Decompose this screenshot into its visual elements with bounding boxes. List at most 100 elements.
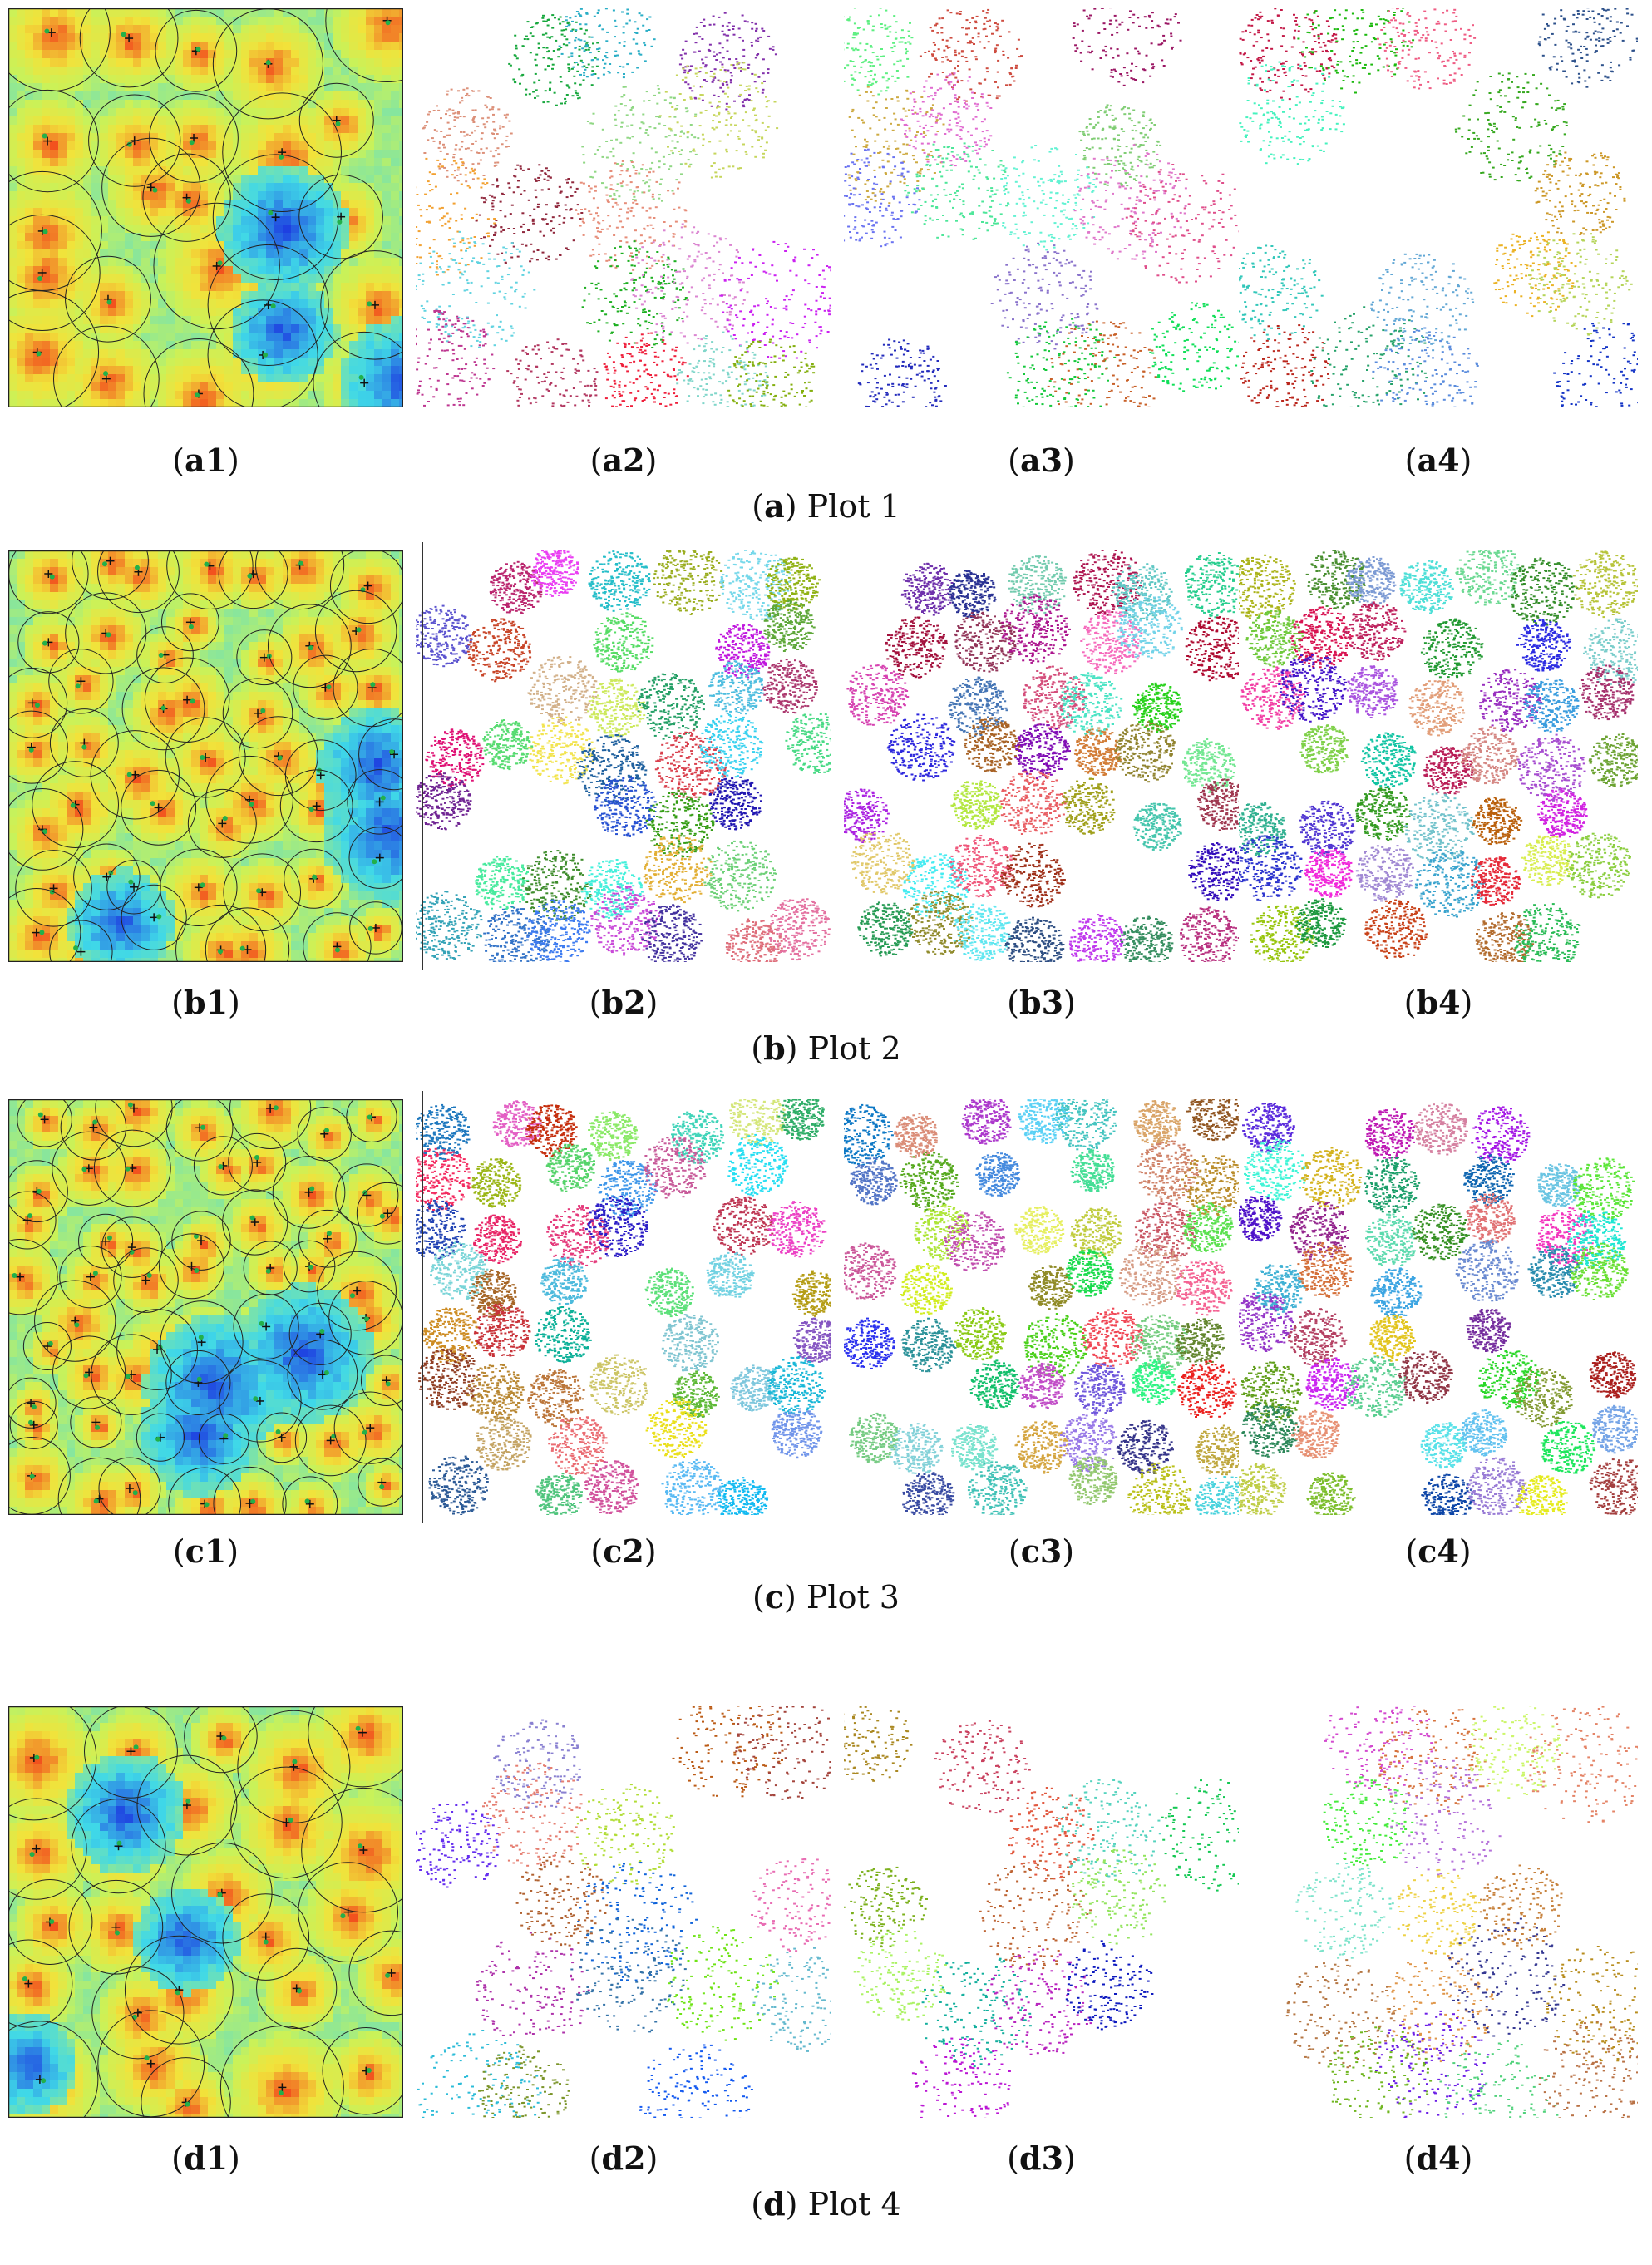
tree-segment bbox=[719, 241, 831, 359]
tree-segment bbox=[1073, 8, 1182, 86]
panel-number: 2 bbox=[623, 442, 644, 479]
tree-segment bbox=[1186, 1099, 1239, 1141]
tree-segment bbox=[964, 718, 1021, 773]
tree-segment bbox=[482, 719, 533, 770]
tree-segment bbox=[1182, 738, 1236, 793]
tree-segment bbox=[482, 1763, 583, 1867]
panel-letter: a bbox=[602, 442, 623, 479]
panel-number: 4 bbox=[1437, 442, 1459, 479]
tree-segment bbox=[1000, 771, 1068, 835]
tree-segment bbox=[1567, 1211, 1626, 1269]
panel-letter: d bbox=[1416, 2139, 1438, 2177]
tree-segment bbox=[416, 605, 473, 668]
tree-segment bbox=[950, 781, 1003, 830]
tree-segment bbox=[644, 835, 713, 903]
plot-letter: d bbox=[763, 2185, 786, 2223]
tree-segment bbox=[707, 1252, 755, 1298]
panel-caption: (b1) bbox=[156, 987, 256, 1019]
divider bbox=[422, 542, 423, 970]
tree-segment bbox=[844, 1242, 896, 1300]
heatmap-image bbox=[8, 8, 403, 407]
tree-segment bbox=[1414, 1103, 1468, 1156]
tree-segment bbox=[588, 1111, 639, 1161]
tree-segment bbox=[793, 1318, 831, 1363]
tree-segment bbox=[581, 85, 699, 202]
tree-segment bbox=[1589, 733, 1638, 787]
tree-segment bbox=[1082, 1308, 1143, 1367]
tree-segment bbox=[922, 1958, 1032, 2067]
panel-caption: (c1) bbox=[156, 1536, 256, 1567]
tree-segment bbox=[912, 2038, 1011, 2118]
tree-segment bbox=[589, 1355, 648, 1416]
tree-segment bbox=[727, 339, 815, 407]
tree-segment bbox=[1355, 787, 1412, 841]
tree-segment bbox=[1023, 666, 1087, 730]
panel-letter: c bbox=[1418, 1532, 1437, 1570]
tree-segment bbox=[1120, 916, 1174, 962]
tree-segment bbox=[1590, 1458, 1639, 1515]
tree-segment bbox=[900, 1263, 953, 1315]
panel-letter: c bbox=[603, 1532, 622, 1570]
panel-number: 1 bbox=[206, 2139, 228, 2177]
panel-caption: (b4) bbox=[1388, 987, 1488, 1019]
plot-letter: a bbox=[764, 487, 785, 525]
tree-segment bbox=[851, 832, 916, 894]
tree-segment bbox=[467, 619, 531, 683]
point-cloud-image bbox=[844, 550, 1239, 962]
tree-segment bbox=[726, 919, 783, 963]
tree-segment bbox=[1074, 1364, 1126, 1414]
tree-segment bbox=[699, 714, 763, 777]
tree-segment bbox=[476, 1415, 532, 1471]
panel-letter: d bbox=[601, 2139, 624, 2177]
tree-segment bbox=[1377, 8, 1476, 90]
tree-segment bbox=[1299, 801, 1356, 857]
tree-segment bbox=[416, 231, 535, 348]
tree-segment bbox=[901, 563, 956, 616]
tree-segment bbox=[1372, 328, 1478, 408]
panel-number: 1 bbox=[205, 1532, 226, 1570]
tree-segment bbox=[1516, 619, 1571, 672]
tree-segment bbox=[764, 600, 816, 653]
tree-segment bbox=[849, 1413, 899, 1463]
tree-segment bbox=[1456, 1240, 1520, 1302]
tree-segment bbox=[854, 1927, 947, 2021]
tree-segment bbox=[1070, 1207, 1122, 1260]
tree-segment bbox=[1242, 1103, 1295, 1152]
tree-segment bbox=[792, 1271, 831, 1317]
tree-segment bbox=[535, 1306, 592, 1363]
tree-segment bbox=[655, 729, 727, 801]
tree-segment bbox=[476, 1932, 590, 2036]
plot-caption: (a) Plot 1 bbox=[0, 491, 1652, 522]
tree-segment bbox=[969, 1359, 1020, 1409]
tree-segment bbox=[1514, 1368, 1573, 1428]
tree-segment bbox=[1398, 1869, 1481, 1955]
tree-segment bbox=[1188, 842, 1239, 901]
tree-segment bbox=[1467, 1458, 1527, 1515]
plot-caption: (c) Plot 3 bbox=[0, 1582, 1652, 1613]
tree-segment bbox=[1510, 558, 1578, 626]
tree-segment bbox=[1476, 912, 1534, 962]
tree-segment bbox=[1537, 1163, 1580, 1207]
tree-segment bbox=[1062, 778, 1116, 835]
point-cloud-image bbox=[844, 1706, 1239, 2118]
tree-segment bbox=[526, 900, 590, 962]
tree-segment bbox=[1301, 1147, 1363, 1210]
tree-segment bbox=[1323, 1776, 1413, 1866]
tree-segment bbox=[785, 713, 831, 774]
tree-segment bbox=[672, 1370, 720, 1418]
tree-segment bbox=[1516, 1475, 1568, 1515]
tree-segment bbox=[1008, 1787, 1095, 1879]
tree-segment bbox=[1365, 1108, 1415, 1160]
tree-segment bbox=[1239, 1463, 1286, 1516]
panel-number: 3 bbox=[1040, 1532, 1062, 1570]
tree-segment bbox=[1069, 914, 1126, 962]
panel-number: 2 bbox=[622, 1532, 644, 1570]
tree-segment bbox=[1328, 2026, 1433, 2118]
panel-number: 3 bbox=[1041, 442, 1063, 479]
tree-segment bbox=[1493, 231, 1576, 317]
point-cloud-image bbox=[844, 1099, 1239, 1515]
tree-segment bbox=[1114, 721, 1176, 782]
tree-segment bbox=[894, 1113, 938, 1158]
tree-segment bbox=[858, 339, 947, 408]
